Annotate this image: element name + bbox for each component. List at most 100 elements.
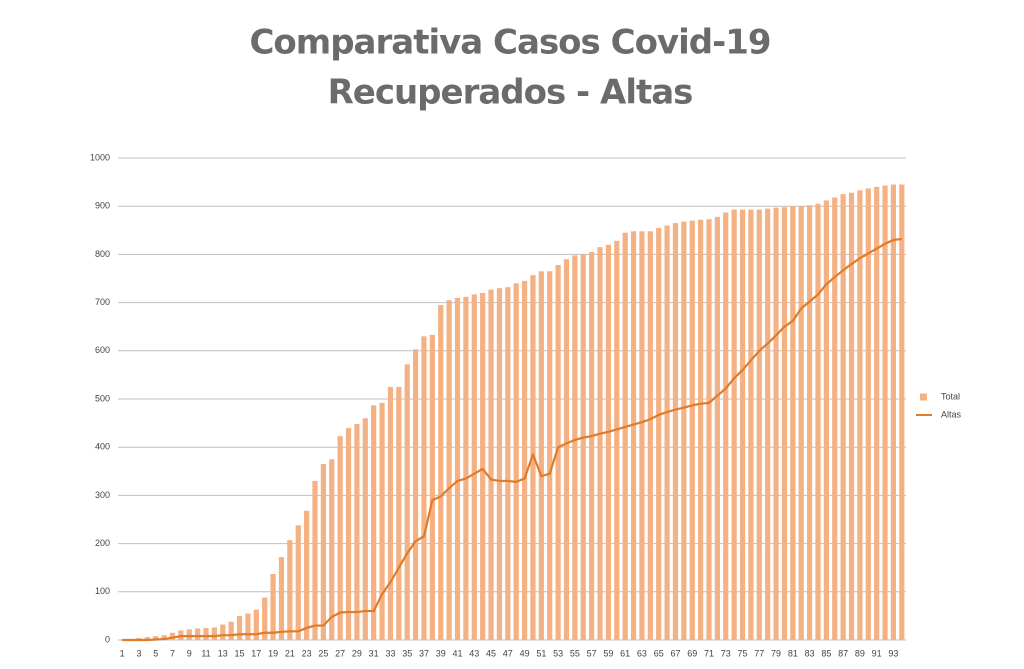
bar: [312, 480, 318, 640]
bar: [748, 209, 754, 640]
bar: [270, 573, 276, 640]
bar: [689, 220, 695, 640]
x-tick-label: 7: [170, 648, 175, 658]
bar: [832, 197, 838, 641]
bar: [354, 424, 360, 640]
x-tick-label: 75: [738, 648, 748, 658]
y-tick-label: 0: [105, 634, 110, 644]
bar: [739, 209, 746, 640]
y-tick-label: 900: [95, 201, 110, 211]
chart-title: Recuperados - Altas: [328, 73, 693, 113]
y-tick-label: 300: [95, 490, 110, 500]
x-tick-label: 3: [136, 648, 141, 658]
bar: [387, 386, 394, 640]
x-tick-label: 47: [503, 648, 513, 658]
bar: [304, 510, 310, 640]
x-tick-label: 29: [352, 648, 362, 658]
bar: [371, 405, 377, 640]
bar: [253, 609, 259, 640]
bar: [614, 240, 620, 641]
line: [122, 237, 902, 642]
bar: [806, 205, 813, 640]
bar: [890, 184, 897, 640]
x-tick-label: 61: [620, 648, 630, 658]
legend-swatch: [920, 393, 927, 401]
y-tick-label: 100: [95, 586, 110, 596]
bar: [563, 259, 570, 640]
x-tick-label: 91: [872, 648, 882, 658]
y-tick-label: 1000: [90, 152, 110, 162]
x-tick-label: 89: [855, 648, 865, 658]
bar: [463, 296, 469, 640]
bar: [572, 255, 578, 640]
bar: [278, 557, 285, 640]
bar: [438, 305, 444, 640]
bar: [337, 436, 343, 640]
chart-title: Comparativa Casos Covid-19: [249, 23, 770, 63]
x-tick-label: 87: [838, 648, 848, 658]
x-tick-label: 43: [469, 648, 479, 658]
bar: [647, 231, 653, 640]
bar: [874, 186, 880, 641]
x-tick-label: 49: [520, 648, 530, 658]
bar: [186, 629, 192, 640]
bar: [454, 297, 461, 640]
x-tick-label: 33: [385, 648, 395, 658]
x-tick-label: 37: [419, 648, 429, 658]
bar: [538, 271, 544, 640]
x-tick-label: 31: [369, 648, 379, 658]
x-tick-label: 65: [654, 648, 664, 658]
bar: [421, 336, 427, 640]
bar: [622, 232, 628, 640]
legend-label: Altas: [941, 409, 962, 419]
bar: [144, 637, 150, 640]
x-tick-label: 67: [670, 648, 680, 658]
bar: [773, 207, 779, 640]
x-tick-label: 73: [721, 648, 731, 658]
bar: [320, 464, 326, 640]
x-tick-label: 83: [805, 648, 815, 658]
bar: [345, 427, 352, 640]
bar: [815, 203, 821, 641]
x-tick-label: 81: [788, 648, 798, 658]
bar: [169, 632, 176, 640]
x-tick-label: 21: [285, 648, 295, 658]
x-tick-label: 59: [603, 648, 613, 658]
legend-label: Total: [941, 391, 960, 401]
bar: [781, 207, 788, 640]
x-tick-label: 69: [687, 648, 697, 658]
bar: [488, 289, 494, 640]
bar: [362, 418, 368, 640]
bar: [656, 227, 662, 640]
bar: [698, 219, 704, 641]
bar: [379, 402, 385, 640]
bar: [236, 615, 243, 640]
bar: [547, 271, 553, 640]
bar: [329, 459, 335, 640]
x-tick-label: 35: [402, 648, 412, 658]
y-tick-label: 600: [95, 345, 110, 355]
x-tick-label: 57: [587, 648, 597, 658]
x-tick-label: 71: [704, 648, 714, 658]
x-tick-label: 45: [486, 648, 496, 658]
bar: [412, 349, 419, 640]
bar: [589, 251, 595, 641]
x-tick-label: 23: [302, 648, 312, 658]
x-tick-label: 5: [153, 648, 158, 658]
bar: [714, 216, 720, 640]
bar: [295, 525, 301, 640]
bar: [706, 219, 712, 641]
bar: [681, 221, 687, 640]
x-tick-label: 79: [771, 648, 781, 658]
x-tick-label: 1: [120, 648, 125, 658]
bar: [496, 288, 503, 640]
bar: [731, 209, 737, 640]
bar: [639, 231, 645, 640]
x-tick-label: 13: [218, 648, 228, 658]
x-tick-label: 25: [318, 648, 328, 658]
bar: [723, 212, 729, 640]
bar: [899, 184, 905, 640]
bar: [211, 627, 218, 640]
x-tick-label: 15: [235, 648, 245, 658]
